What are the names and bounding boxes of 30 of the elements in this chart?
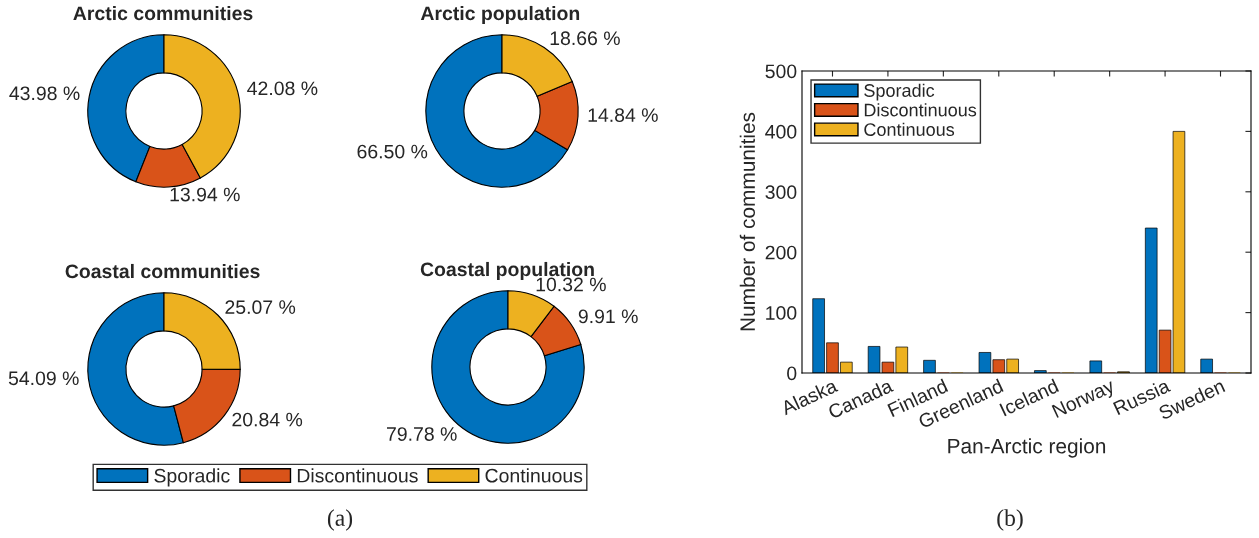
data-label: 9.91 % — [578, 309, 638, 324]
data-label: 54.09 % — [8, 371, 79, 386]
data-label: 14.84 % — [588, 108, 658, 123]
legend-label: Continuous — [864, 122, 955, 136]
data-label: 79.78 % — [387, 427, 457, 441]
text: (a) — [327, 509, 353, 531]
y-tick-label: 400 — [765, 124, 797, 139]
legend-label: Discontinuous — [864, 103, 977, 117]
legend-label: Sporadic — [154, 468, 230, 487]
data-label: 66.50 % — [357, 144, 428, 159]
y-tick-label: 300 — [765, 185, 797, 200]
chart-title: Coastal communities — [65, 263, 260, 279]
y-tick-label: 500 — [765, 64, 797, 79]
legend-label: Sporadic — [864, 83, 935, 101]
chart-title: Arctic communities — [73, 5, 253, 21]
data-label: 25.07 % — [225, 300, 296, 315]
y-tick-label: 200 — [765, 245, 797, 260]
data-label: 43.98 % — [9, 86, 80, 101]
legend-label: Continuous — [485, 468, 583, 483]
data-label: 13.94 % — [170, 187, 240, 202]
y-tick-label: 0 — [787, 366, 797, 381]
data-label: 20.84 % — [232, 412, 303, 427]
y-axis-title: Number of communities — [739, 112, 756, 331]
chart-title: Arctic population — [420, 5, 580, 25]
text: (b) — [997, 509, 1023, 531]
legend-label: Discontinuous — [297, 468, 418, 483]
y-tick-label: 100 — [766, 306, 797, 320]
x-axis-title: Pan-Arctic region — [948, 438, 1106, 458]
data-label: 18.66 % — [550, 31, 620, 46]
data-label: 42.08 % — [247, 81, 318, 96]
